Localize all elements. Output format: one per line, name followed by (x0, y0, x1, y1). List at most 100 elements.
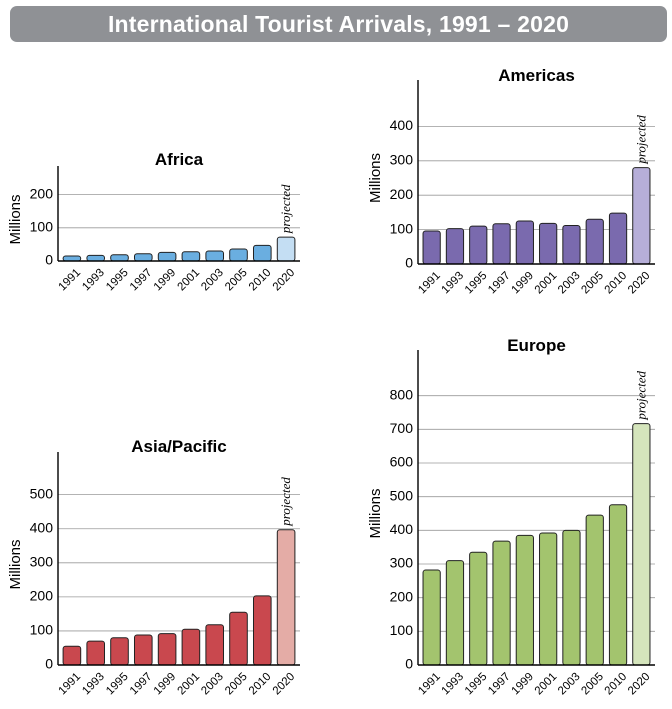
bar-2010 (608, 504, 628, 666)
bar-1997 (492, 223, 511, 265)
bar-1999 (157, 251, 177, 262)
y-tick-label: 0 (45, 656, 53, 672)
y-tick-label: 0 (405, 656, 413, 672)
bar-1995 (110, 254, 129, 262)
y-tick-label: 400 (390, 521, 414, 537)
bar-2005 (585, 514, 604, 666)
x-tick-label: 1999 (509, 270, 536, 297)
x-tick-label: 2003 (199, 267, 226, 294)
bar-2020 (632, 423, 651, 666)
bar-2020 (276, 236, 296, 262)
x-tick-label: 1999 (152, 671, 179, 698)
x-tick-label: 1999 (509, 671, 536, 698)
x-tick-label: 1997 (486, 270, 513, 297)
y-tick-label: 0 (45, 252, 53, 268)
projected-annotation: projected (278, 184, 293, 234)
bar-1999 (515, 220, 534, 265)
x-tick-label: 2010 (603, 270, 630, 297)
x-tick-label: 1995 (463, 671, 490, 698)
chart-title: Asia/Pacific (131, 437, 226, 456)
x-tick-label: 1999 (152, 267, 179, 294)
y-tick-label: 400 (30, 519, 54, 535)
x-tick-label: 1995 (104, 671, 131, 698)
chart-africa: 1991199319951997199920012003200520102020… (7, 150, 300, 294)
x-tick-label: 1993 (80, 267, 107, 294)
bar-1999 (157, 633, 177, 666)
x-tick-label: 1991 (57, 267, 84, 294)
bar-1997 (133, 634, 153, 666)
x-tick-label: 2001 (176, 267, 203, 294)
y-tick-label: 200 (30, 588, 54, 604)
bar-1991 (62, 255, 82, 262)
y-tick-label: 600 (390, 454, 414, 470)
x-tick-label: 1997 (128, 671, 155, 698)
projected-annotation: projected (633, 370, 648, 420)
x-tick-label: 2005 (579, 270, 606, 297)
x-tick-label: 1993 (440, 270, 467, 297)
y-tick-label: 300 (390, 152, 414, 168)
x-tick-label: 2020 (271, 671, 298, 698)
y-tick-label: 200 (390, 186, 414, 202)
y-tick-label: 100 (390, 220, 414, 236)
x-tick-label: 2020 (626, 671, 653, 698)
x-tick-label: 1995 (463, 270, 490, 297)
y-tick-label: 300 (390, 555, 414, 571)
y-tick-label: 200 (390, 588, 414, 604)
x-tick-label: 2020 (626, 270, 653, 297)
y-tick-label: 100 (30, 219, 54, 235)
bar-2010 (252, 595, 272, 666)
bar-2005 (585, 218, 604, 265)
bar-2001 (181, 251, 201, 262)
y-tick-label: 800 (390, 386, 414, 402)
y-tick-label: 500 (30, 485, 54, 501)
y-tick-label: 700 (390, 420, 414, 436)
projected-annotation: projected (278, 477, 293, 527)
x-tick-label: 2003 (556, 270, 583, 297)
x-tick-label: 1993 (80, 671, 107, 698)
bar-1993 (86, 640, 106, 666)
bar-2003 (562, 224, 581, 265)
chart-europe: 1991199319951997199920012003200520102020… (367, 336, 655, 698)
bar-2020 (276, 529, 296, 666)
bar-2010 (608, 212, 628, 265)
y-tick-label: 300 (30, 553, 54, 569)
y-tick-label: 0 (405, 255, 413, 271)
x-tick-label: 1997 (486, 671, 513, 698)
x-tick-label: 2003 (556, 671, 583, 698)
bar-1991 (422, 230, 441, 265)
bar-2001 (181, 628, 201, 666)
bar-1999 (515, 534, 534, 666)
projected-annotation: projected (633, 115, 648, 165)
bar-2001 (539, 532, 558, 666)
chart-americas: 1991199319951997199920012003200520102020… (367, 66, 655, 297)
bar-1993 (86, 254, 106, 262)
bar-2005 (229, 248, 248, 262)
y-axis-label: Millions (7, 539, 24, 589)
bar-1991 (62, 645, 82, 666)
bar-2003 (562, 529, 581, 666)
bar-2003 (205, 624, 225, 666)
bar-1991 (422, 569, 441, 666)
bar-1993 (445, 228, 465, 265)
x-tick-label: 2005 (223, 267, 250, 294)
bar-2005 (229, 611, 248, 666)
x-tick-label: 2001 (533, 270, 560, 297)
x-tick-label: 2010 (247, 671, 274, 698)
x-tick-label: 1995 (104, 267, 131, 294)
bar-1993 (445, 560, 465, 666)
chart-title: Europe (507, 336, 566, 355)
bar-1995 (110, 637, 129, 666)
x-tick-label: 2001 (176, 671, 203, 698)
x-tick-label: 2010 (247, 267, 274, 294)
bar-2003 (205, 250, 225, 262)
x-tick-label: 2001 (533, 671, 560, 698)
x-tick-label: 1997 (128, 267, 155, 294)
page-title: International Tourist Arrivals, 1991 – 2… (10, 6, 667, 42)
y-tick-label: 100 (30, 622, 54, 638)
x-tick-label: 1991 (416, 671, 443, 698)
y-tick-label: 100 (390, 622, 414, 638)
x-tick-label: 2005 (223, 671, 250, 698)
x-tick-label: 2005 (579, 671, 606, 698)
x-tick-label: 1991 (57, 671, 84, 698)
bar-1997 (133, 253, 153, 262)
